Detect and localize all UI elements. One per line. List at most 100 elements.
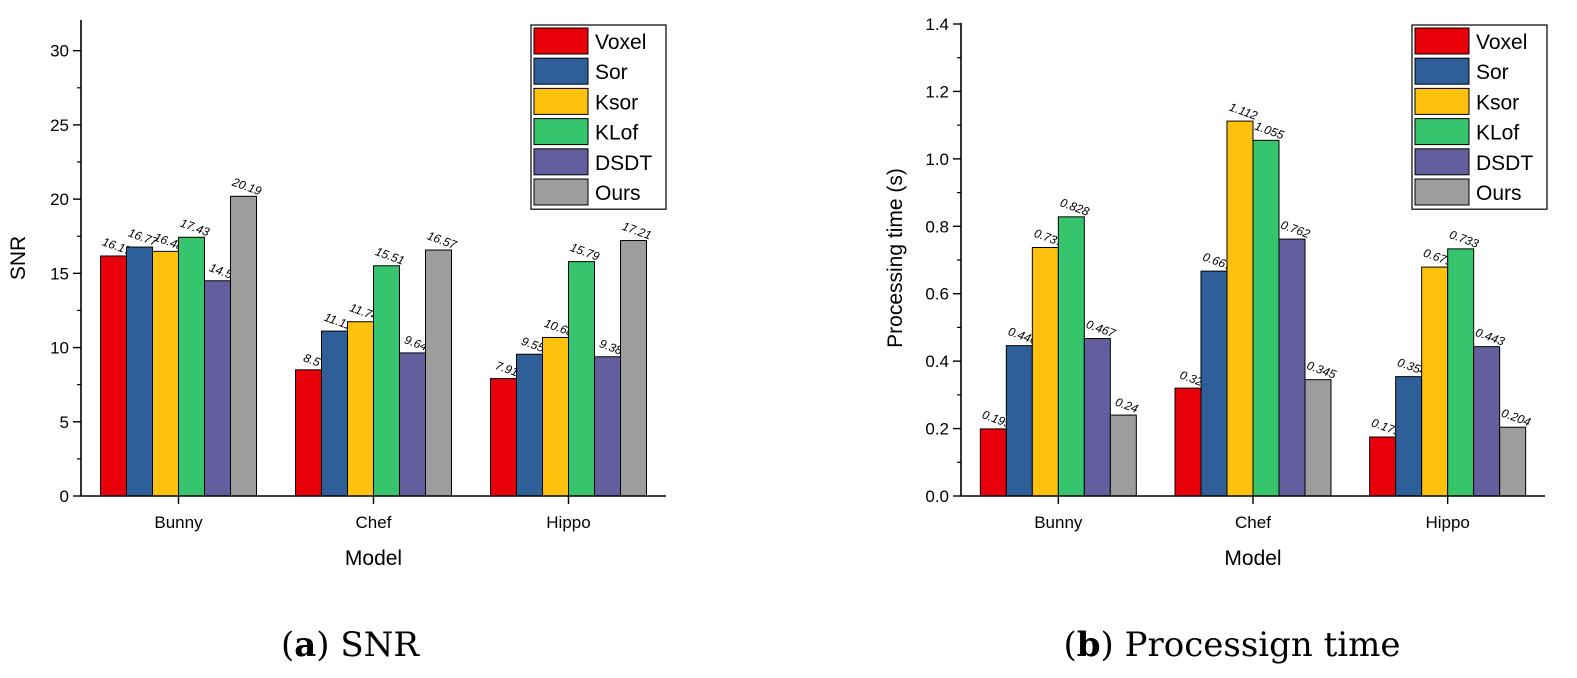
data-label: 0.204 — [1500, 406, 1533, 430]
data-label: 20.19 — [229, 174, 263, 198]
bar-dsdt-chef — [1278, 238, 1306, 497]
chart-processing-time: 0.00.20.40.60.81.01.21.40.1990.4460.7370… — [884, 15, 1548, 665]
bar-ours-chef — [1304, 379, 1332, 497]
legend-label-ours: Ours — [1476, 182, 1522, 205]
bar-ours-hippo — [620, 240, 647, 497]
legend-label-ksor: Ksor — [595, 91, 638, 114]
caption-text: Processign time — [1125, 625, 1401, 665]
legend-label-klof: KLof — [1476, 122, 1519, 145]
data-label: 16.57 — [425, 229, 459, 253]
data-label: 0.733 — [1448, 227, 1481, 251]
bar-dsdt-hippo — [1473, 346, 1501, 497]
subfigure-caption: (b) Processign time — [1063, 625, 1400, 665]
caption-letter: b — [1077, 625, 1101, 665]
bar-ksor-hippo — [1421, 266, 1449, 497]
bar-ksor-bunny — [152, 250, 179, 497]
bar-voxel-chef — [295, 369, 322, 497]
y-tick-label: 20 — [50, 190, 69, 209]
x-tick-label: Bunny — [1034, 513, 1083, 532]
legend-swatch-klof — [1414, 118, 1470, 146]
y-tick-label: 0.4 — [925, 352, 949, 371]
bar-klof-hippo — [568, 261, 595, 497]
legend-label-ksor: Ksor — [1476, 91, 1519, 114]
legend-label-voxel: Voxel — [595, 31, 646, 54]
y-tick-label: 0.6 — [925, 285, 949, 304]
data-label: 8.5 — [302, 351, 323, 370]
subfigure-caption: (a) SNR — [281, 625, 420, 665]
y-tick-label: 25 — [50, 116, 69, 135]
bar-ours-bunny — [230, 195, 257, 497]
y-axis-title: Processing time (s) — [884, 168, 907, 348]
y-tick-label: 0.8 — [925, 217, 949, 236]
bar-dsdt-chef — [399, 352, 426, 497]
x-tick-label: Chef — [1235, 513, 1271, 532]
chart-snr: 05101520253016.1716.7716.4817.4314.520.1… — [7, 20, 667, 665]
bar-ours-bunny — [1109, 414, 1137, 497]
x-tick-label: Hippo — [546, 513, 590, 532]
legend-label-voxel: Voxel — [1476, 31, 1527, 54]
legend-label-dsdt: DSDT — [595, 152, 652, 175]
data-label: 0.24 — [1113, 395, 1140, 416]
data-label: 0.443 — [1474, 325, 1507, 349]
y-tick-label: 0.2 — [925, 420, 949, 439]
legend-swatch-ours — [533, 178, 589, 206]
x-axis-title: Model — [345, 547, 402, 570]
legend: Voxel Sor Ksor KLof DSDT Ours — [1411, 24, 1548, 210]
legend-label-sor: Sor — [1476, 61, 1509, 84]
data-label: 17.43 — [178, 216, 211, 240]
legend-swatch-ksor — [1414, 87, 1470, 115]
legend-label-klof: KLof — [595, 122, 638, 145]
caption-text: SNR — [340, 625, 420, 665]
legend-swatch-voxel — [533, 27, 589, 55]
x-tick-label: Chef — [356, 513, 392, 532]
bar-ours-chef — [425, 249, 452, 497]
y-tick-label: 1.4 — [925, 15, 949, 34]
caption-letter: a — [294, 625, 316, 665]
legend-swatch-sor — [533, 57, 589, 85]
bar-klof-hippo — [1447, 248, 1475, 497]
bar-dsdt-bunny — [1083, 338, 1111, 497]
y-tick-label: 0.0 — [925, 487, 949, 506]
bar-sor-chef — [1200, 270, 1228, 497]
data-label: 1.112 — [1227, 100, 1259, 123]
data-label: 0.345 — [1305, 358, 1338, 382]
data-label: 15.79 — [568, 240, 601, 264]
legend-swatch-ksor — [533, 87, 589, 115]
bar-sor-hippo — [516, 353, 543, 497]
legend-swatch-ours — [1414, 178, 1470, 206]
bar-voxel-hippo — [1369, 436, 1397, 497]
bar-voxel-bunny — [100, 255, 127, 497]
bar-sor-chef — [321, 330, 348, 497]
bar-ksor-chef — [1226, 120, 1254, 497]
y-tick-label: 1.2 — [925, 82, 949, 101]
legend-swatch-klof — [533, 118, 589, 146]
bar-klof-bunny — [1057, 216, 1085, 497]
y-tick-label: 1.0 — [925, 150, 949, 169]
bar-sor-hippo — [1395, 376, 1423, 497]
data-label: 1.055 — [1253, 119, 1286, 143]
bar-sor-bunny — [1005, 345, 1033, 497]
bar-klof-chef — [373, 265, 400, 497]
legend-label-ours: Ours — [595, 182, 641, 205]
y-axis-title: SNR — [7, 236, 30, 280]
bar-voxel-chef — [1174, 387, 1202, 497]
bar-ksor-chef — [347, 321, 374, 497]
data-label: 0.828 — [1058, 195, 1091, 219]
bar-dsdt-hippo — [594, 356, 621, 497]
data-label: 17.21 — [620, 219, 653, 242]
y-tick-label: 10 — [50, 339, 69, 358]
x-tick-label: Bunny — [154, 513, 203, 532]
data-label: 15.51 — [373, 244, 406, 267]
bar-voxel-hippo — [490, 378, 517, 497]
x-axis-title: Model — [1224, 547, 1281, 570]
bar-sor-bunny — [126, 246, 153, 497]
y-tick-label: 5 — [60, 413, 69, 432]
bar-klof-chef — [1252, 139, 1280, 497]
y-tick-label: 15 — [50, 264, 69, 283]
legend-label-sor: Sor — [595, 61, 628, 84]
data-label: 0.762 — [1279, 218, 1312, 242]
x-tick-label: Hippo — [1425, 513, 1469, 532]
bar-ksor-hippo — [542, 336, 569, 497]
legend-swatch-sor — [1414, 57, 1470, 85]
